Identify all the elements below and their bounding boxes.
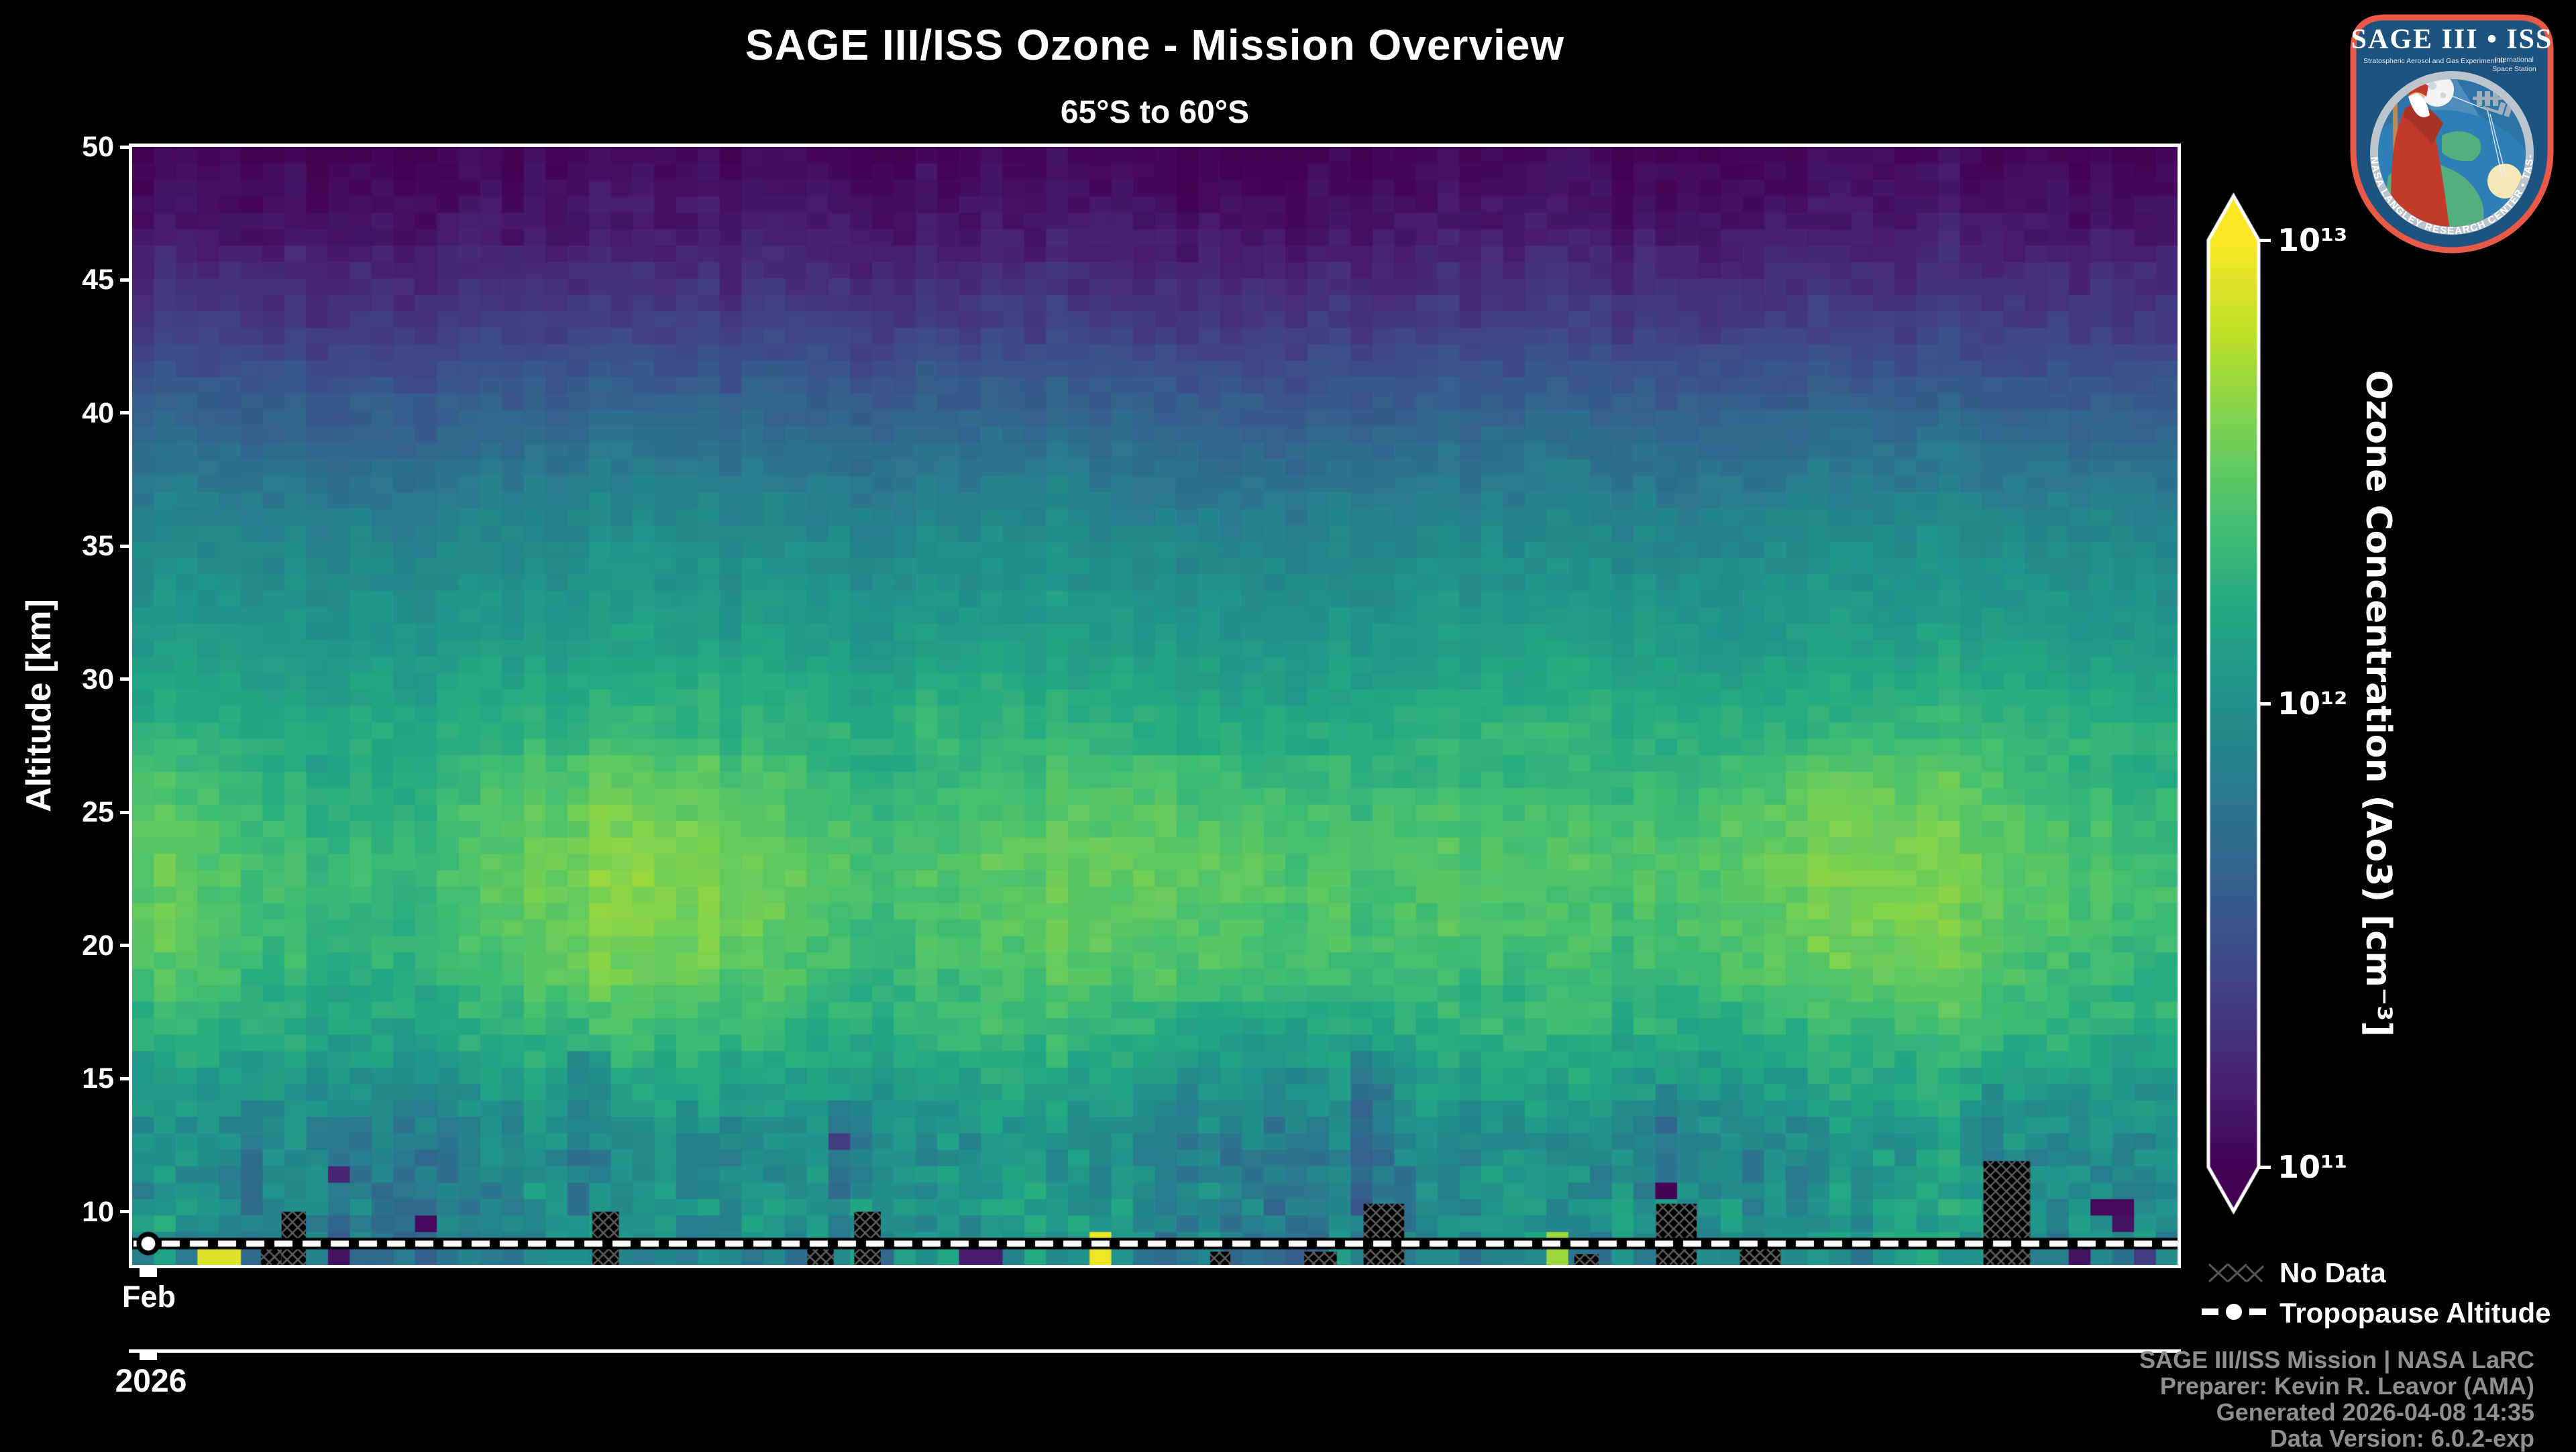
sage-iii-iss-logo: SAGE III • ISS Stratospheric Aerosol and… (2341, 8, 2554, 254)
credits-version: Data Version: 6.0.2-exp (2269, 1425, 2534, 1452)
y-tick-mark (120, 1210, 132, 1214)
logo-title: SAGE III • ISS (2351, 24, 2553, 55)
logo-iss-line2: Space Station (2492, 65, 2536, 73)
plot-frame-left (129, 144, 132, 1268)
year-tick (140, 1353, 157, 1360)
plot-frame-bottom (129, 1265, 2181, 1268)
page-title: SAGE III/ISS Ozone - Mission Overview (745, 21, 1565, 69)
colorbar-tick-mark (2259, 702, 2271, 706)
colorbar-tick-label: 10¹¹ (2277, 1149, 2348, 1185)
logo-moon-crater2 (2440, 92, 2447, 99)
x-tick-feb (140, 1268, 157, 1277)
y-tick-label: 15 (82, 1062, 114, 1095)
y-tick-label: 20 (82, 929, 114, 962)
y-tick-label: 45 (82, 264, 114, 296)
y-axis-label: Altitude [km] (19, 599, 58, 812)
y-tick-mark (120, 411, 132, 415)
y-tick-mark (120, 278, 132, 282)
y-tick-label: 40 (82, 396, 114, 429)
y-tick-mark (120, 145, 132, 149)
page-subtitle: 65°S to 60°S (1060, 95, 1250, 130)
credits-mission: SAGE III/ISS Mission | NASA LaRC (2139, 1346, 2534, 1374)
tropopause-line-swatch (2202, 1304, 2266, 1320)
credits-generated: Generated 2026-04-08 14:35 (2216, 1398, 2534, 1426)
y-tick-mark (120, 677, 132, 681)
ozone-heatmap-canvas (132, 147, 2178, 1265)
year-tick-label: 2026 (115, 1363, 187, 1399)
logo-sun (2487, 164, 2522, 199)
colorbar-tick-label: 10¹³ (2277, 222, 2348, 258)
logo-iss-line1: International (2495, 56, 2534, 64)
colorbar-tick-label: 10¹² (2277, 685, 2348, 722)
credits-preparer: Preparer: Kevin R. Leavor (AMA) (2159, 1372, 2534, 1400)
plot-frame-right (2178, 144, 2181, 1268)
legend-no-data-label: No Data (2279, 1257, 2386, 1288)
y-tick-label: 25 (82, 796, 114, 829)
logo-moon-crater (2428, 82, 2436, 90)
y-tick-mark (120, 810, 132, 814)
legend-tropopause-label: Tropopause Altitude (2279, 1297, 2551, 1329)
y-tick-mark (120, 1076, 132, 1080)
logo-sage-figure (2391, 79, 2450, 227)
logo-sight-lines (2443, 92, 2507, 178)
y-tick-label: 50 (82, 131, 114, 163)
y-tick-label: 30 (82, 663, 114, 695)
plot-frame-top (129, 144, 2181, 147)
x-tick-label-feb: Feb (121, 1280, 176, 1314)
y-tick-label: 10 (82, 1195, 114, 1228)
colorbar-tick-mark (2259, 1165, 2271, 1169)
year-axis-line (129, 1349, 2181, 1353)
credits-block: SAGE III/ISS Mission | NASA LaRC Prepare… (2139, 1347, 2534, 1451)
y-tick-mark (120, 944, 132, 948)
logo-earth-land2 (2442, 131, 2481, 162)
logo-subtitle: Stratospheric Aerosol and Gas Experiment… (2363, 57, 2504, 65)
y-tick-label: 35 (82, 530, 114, 563)
no-data-hatch-swatch (2207, 1262, 2265, 1284)
colorbar-tick-mark (2259, 238, 2271, 242)
y-tick-mark (120, 544, 132, 548)
colorbar-label: Ozone Concentration (Ao3) [cm⁻³] (2358, 370, 2398, 1038)
colorbar-canvas (2202, 191, 2269, 1217)
